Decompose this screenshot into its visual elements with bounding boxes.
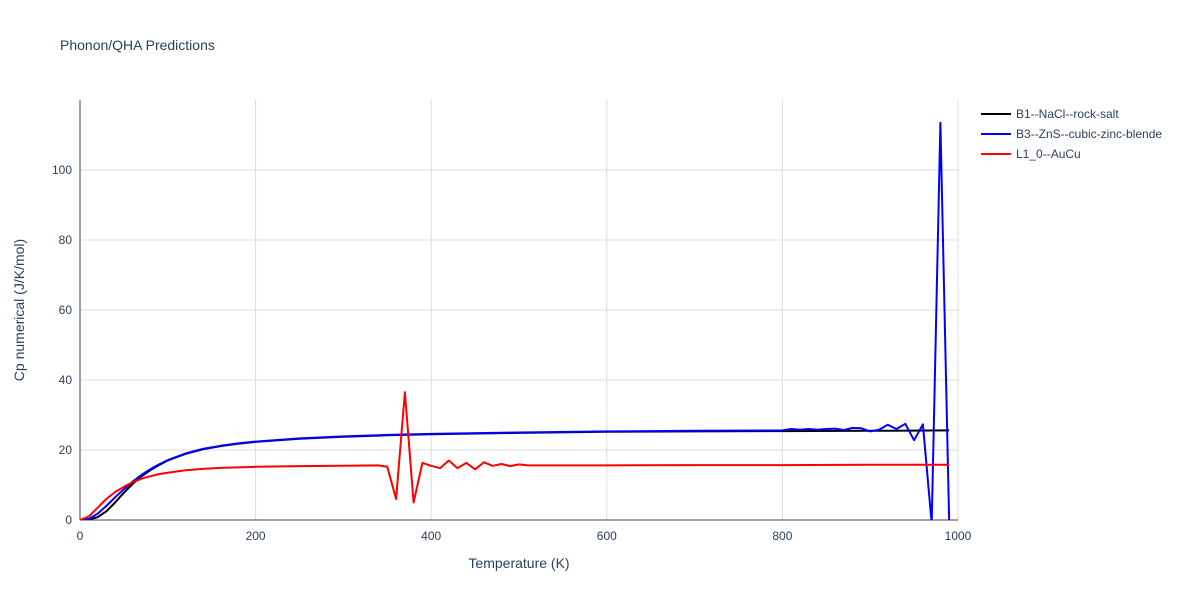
y-tick-label: 80 bbox=[59, 233, 73, 247]
series-line-0 bbox=[80, 429, 950, 520]
x-axis-title: Temperature (K) bbox=[468, 555, 569, 571]
y-tick-label: 60 bbox=[59, 303, 73, 317]
y-tick-label: 0 bbox=[65, 513, 72, 527]
chart-title: Phonon/QHA Predictions bbox=[60, 37, 215, 53]
legend-label: B1--NaCl--rock-salt bbox=[1016, 107, 1119, 121]
series-line-2 bbox=[80, 391, 950, 520]
legend-label: L1_0--AuCu bbox=[1016, 147, 1081, 161]
series-line-1 bbox=[80, 121, 951, 520]
y-tick-label: 100 bbox=[52, 163, 72, 177]
x-axis-ticks: 0 200 400 600 800 1000 bbox=[77, 529, 972, 543]
x-tick-label: 800 bbox=[772, 529, 792, 543]
grid bbox=[80, 100, 959, 520]
y-axis-ticks: 0 20 40 60 80 100 bbox=[52, 163, 72, 527]
y-tick-label: 20 bbox=[59, 443, 73, 457]
legend-label: B3--ZnS--cubic-zinc-blende bbox=[1016, 127, 1162, 141]
x-tick-label: 600 bbox=[597, 529, 617, 543]
legend: B1--NaCl--rock-salt B3--ZnS--cubic-zinc-b… bbox=[981, 107, 1162, 161]
x-tick-label: 0 bbox=[77, 529, 84, 543]
x-tick-label: 1000 bbox=[945, 529, 972, 543]
x-tick-label: 200 bbox=[246, 529, 266, 543]
plot-area bbox=[80, 121, 951, 520]
x-tick-label: 400 bbox=[421, 529, 441, 543]
y-axis-title: Cp numerical (J/K/mol) bbox=[11, 239, 27, 381]
y-tick-label: 40 bbox=[59, 373, 73, 387]
